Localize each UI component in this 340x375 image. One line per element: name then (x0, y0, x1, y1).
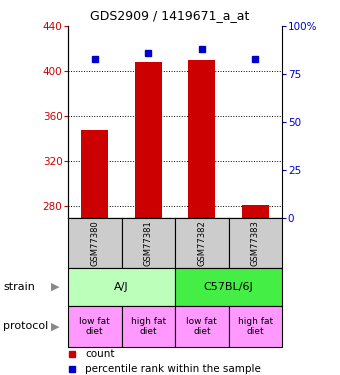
Text: C57BL/6J: C57BL/6J (204, 282, 254, 292)
Text: GSM77383: GSM77383 (251, 220, 260, 266)
Text: GDS2909 / 1419671_a_at: GDS2909 / 1419671_a_at (90, 9, 250, 22)
Text: GSM77381: GSM77381 (144, 220, 153, 266)
Bar (121, 217, 175, 268)
Text: high fat
diet: high fat diet (131, 316, 166, 336)
Text: low fat
diet: low fat diet (80, 316, 110, 336)
Text: strain: strain (3, 282, 35, 292)
Bar (228, 217, 282, 268)
Bar (68, 306, 121, 347)
Text: count: count (85, 349, 115, 359)
Bar (68, 268, 175, 306)
Text: low fat
diet: low fat diet (187, 316, 217, 336)
Text: GSM77380: GSM77380 (90, 220, 99, 266)
Bar (188, 60, 215, 217)
Text: ▶: ▶ (51, 321, 60, 331)
Bar (68, 217, 121, 268)
Text: high fat
diet: high fat diet (238, 316, 273, 336)
Text: protocol: protocol (3, 321, 49, 331)
Bar (175, 268, 282, 306)
Bar (175, 306, 228, 347)
Text: ▶: ▶ (51, 282, 60, 292)
Text: percentile rank within the sample: percentile rank within the sample (85, 364, 261, 374)
Bar (121, 306, 175, 347)
Bar (81, 130, 108, 218)
Text: A/J: A/J (114, 282, 129, 292)
Bar (175, 217, 228, 268)
Bar (242, 205, 269, 218)
Bar (135, 62, 162, 217)
Text: GSM77382: GSM77382 (198, 220, 206, 266)
Bar (228, 306, 282, 347)
